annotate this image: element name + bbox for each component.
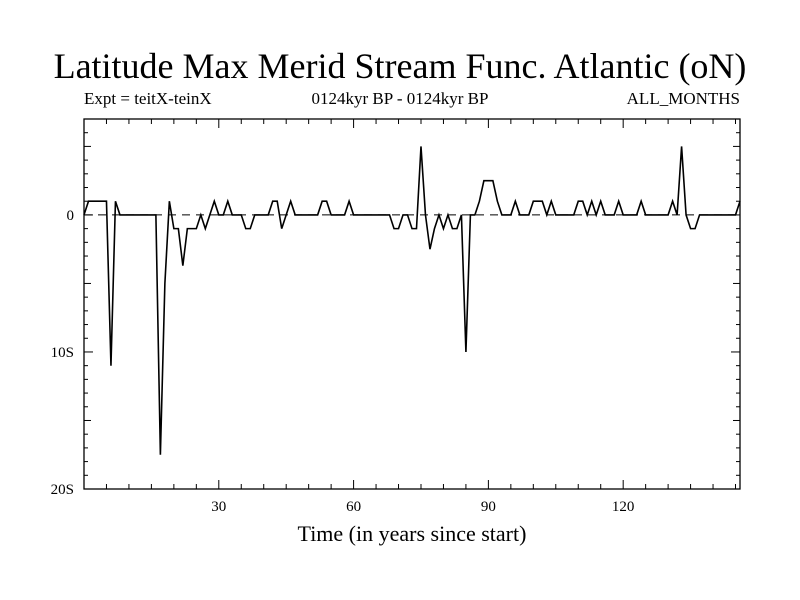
series-line-0 — [83, 146, 741, 455]
x-tick-label: 30 — [211, 499, 226, 515]
plot-frame — [83, 118, 741, 490]
x-tick-label: 120 — [612, 499, 635, 515]
x-tick-label: 90 — [481, 499, 496, 515]
y-tick-label: 0 — [67, 208, 75, 224]
x-axis-title: Time (in years since start) — [297, 521, 527, 546]
experiment-label: Expt = teitX-teinX — [84, 89, 212, 108]
time-range-label: 0124kyr BP - 0124kyr BP — [311, 89, 489, 108]
x-tick-label: 60 — [346, 499, 361, 515]
months-label: ALL_MONTHS — [626, 89, 740, 108]
y-tick-label: 20S — [51, 482, 74, 498]
chart-title: Latitude Max Merid Stream Func. Atlantic… — [53, 46, 747, 86]
y-tick-label: 10S — [51, 345, 74, 361]
